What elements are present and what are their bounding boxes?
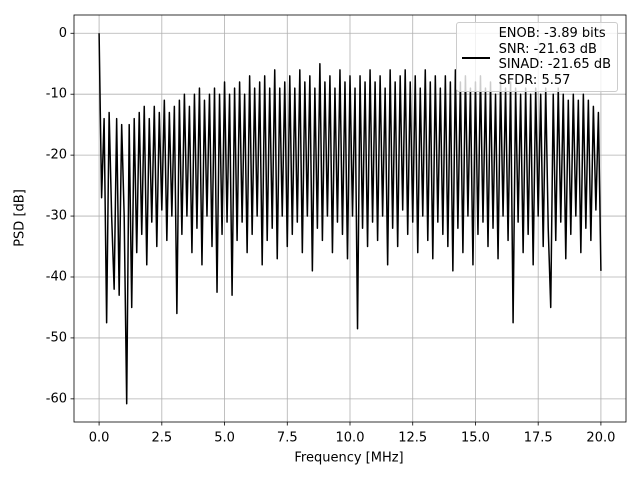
y-tick-label: 0: [59, 26, 67, 41]
x-axis-label: Frequency [MHz]: [294, 451, 403, 466]
legend: ENOB: -3.89 bits SNR: -21.63 dB SINAD: -…: [455, 22, 618, 93]
y-tick-label: -40: [46, 269, 67, 284]
x-tick-label: 7.5: [277, 431, 298, 446]
plot-frame: [73, 14, 627, 423]
y-tick-label: -20: [46, 148, 67, 163]
series-line: [98, 33, 602, 405]
y-tick-label: -30: [46, 209, 67, 224]
x-tick-label: 0.0: [89, 431, 110, 446]
y-tick-label: -10: [46, 87, 67, 102]
legend-label: ENOB: -3.89 bits SNR: -21.63 dB SINAD: -…: [498, 26, 611, 88]
x-tick-label: 10.0: [336, 431, 365, 446]
y-tick-label: -50: [46, 330, 67, 345]
legend-swatch: [461, 57, 490, 60]
y-tick-label: -60: [46, 391, 67, 406]
y-axis-label: PSD [dB]: [13, 189, 28, 247]
x-tick-label: 17.5: [524, 431, 553, 446]
x-tick-label: 2.5: [151, 431, 172, 446]
x-tick-label: 20.0: [586, 431, 615, 446]
x-tick-label: 12.5: [398, 431, 427, 446]
x-tick-label: 5.0: [214, 431, 235, 446]
x-tick-label: 15.0: [461, 431, 490, 446]
